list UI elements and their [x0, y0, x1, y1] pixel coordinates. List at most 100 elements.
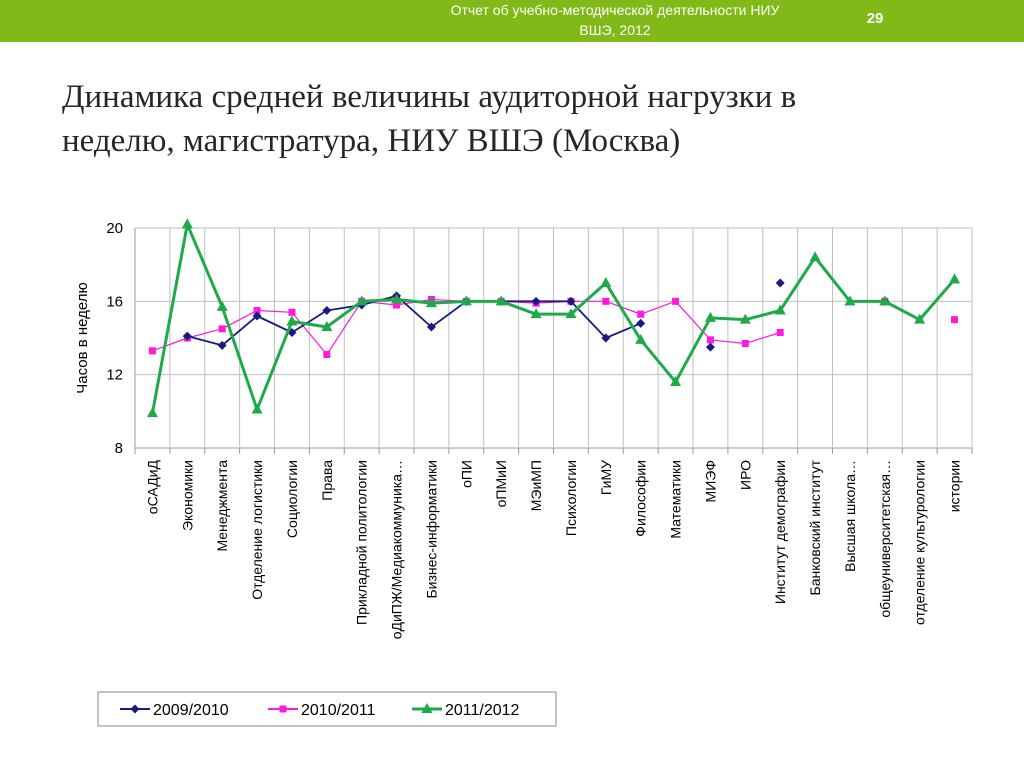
data-point: [914, 313, 926, 324]
series-2011-2012: [146, 218, 961, 418]
data-point: [672, 297, 680, 305]
x-tick-label: ИРО: [737, 460, 753, 490]
data-point: [531, 296, 541, 306]
slide-title: Динамика средней величины аудиторной наг…: [62, 75, 962, 163]
data-point: [600, 277, 612, 287]
legend: 2009/2010 2010/2011 2011/2012: [97, 691, 557, 727]
header-background: [0, 0, 1024, 42]
x-tick-label: Психологии: [563, 460, 579, 536]
data-point: [391, 293, 403, 304]
data-point: [951, 316, 959, 324]
data-point: [182, 331, 192, 341]
legend-item: 2009/2010: [120, 702, 229, 719]
data-point: [146, 407, 158, 418]
y-tick-label: 20: [106, 220, 123, 237]
data-point: [565, 308, 577, 319]
data-point: [530, 308, 542, 319]
x-tick-label: Прикладной политологии: [354, 460, 370, 625]
data-point: [601, 333, 611, 343]
legend-label: 2011/2012: [445, 702, 520, 719]
y-tick-label: 16: [106, 293, 123, 310]
legend-item: 2010/2011: [268, 702, 376, 719]
data-point: [421, 703, 433, 713]
data-point: [321, 321, 333, 331]
data-point: [217, 340, 227, 350]
x-tick-label: Отделение логистики: [249, 460, 265, 600]
x-tick-label: Бизнес-информатики: [423, 460, 439, 599]
data-point: [148, 347, 156, 355]
legend-label: 2010/2011: [301, 702, 376, 719]
x-tick-label: оПМиИ: [493, 460, 509, 507]
x-tick-label: оДиПЖ/Медиакоммуника…: [389, 460, 405, 639]
header-bar: Отчет об учебно-методической деятельност…: [0, 0, 1024, 42]
x-tick-label: Институт демографии: [772, 460, 788, 604]
data-point: [253, 307, 261, 314]
x-tick-label: истории: [947, 460, 963, 512]
x-tick-label: ГиМУ: [598, 460, 614, 495]
data-point: [566, 296, 576, 306]
x-tick-label: общеуниверситетская…: [877, 460, 893, 618]
data-point: [323, 351, 331, 358]
data-point: [704, 311, 716, 322]
y-tick-label: 12: [106, 367, 123, 384]
data-point: [279, 705, 287, 713]
x-tick-label: Социологии: [284, 460, 300, 538]
data-point: [218, 325, 226, 333]
series-line: [152, 298, 781, 356]
data-point: [636, 318, 646, 328]
header-title: Отчет об учебно-методической деятельност…: [380, 0, 850, 40]
data-point: [741, 340, 749, 347]
legend-box: [97, 691, 557, 727]
data-point: [216, 300, 228, 311]
slide-title-line2: неделю, магистратура, НИУ ВШЭ (Москва): [62, 123, 681, 159]
data-point: [637, 310, 645, 318]
header-title-line2: ВШЭ, 2012: [579, 22, 651, 38]
legend-label: 2009/2010: [153, 702, 229, 719]
x-tick-label: Менеджмента: [214, 460, 230, 552]
x-tick-label: оСАДиД: [144, 459, 160, 514]
data-point: [879, 295, 891, 306]
series-line: [150, 222, 956, 414]
data-point: [252, 311, 262, 321]
data-point: [393, 301, 401, 309]
data-point: [286, 315, 298, 326]
data-point: [495, 295, 507, 306]
data-point: [181, 218, 193, 229]
slide-title-line1: Динамика средней величины аудиторной наг…: [62, 79, 797, 115]
series-line: [187, 294, 642, 347]
x-tick-label: МИЭФ: [702, 460, 718, 502]
data-point: [602, 297, 610, 305]
data-point: [635, 333, 647, 344]
x-tick-label: Философии: [633, 460, 649, 537]
data-point: [356, 295, 368, 306]
data-point: [670, 376, 682, 386]
legend-item: 2011/2012: [412, 702, 520, 719]
data-point: [776, 329, 784, 336]
y-tick-label: 8: [115, 440, 123, 457]
data-point: [775, 278, 785, 288]
data-point: [251, 403, 263, 414]
data-point: [130, 704, 140, 714]
x-tick-label: Банковский институт: [807, 459, 823, 595]
data-point: [706, 336, 714, 344]
x-tick-label: оПИ: [458, 460, 474, 488]
x-tick-label: Экономики: [179, 460, 195, 531]
data-point: [809, 251, 821, 262]
data-point: [426, 322, 436, 332]
x-tick-label: отделение культурологии: [912, 460, 928, 625]
data-point: [288, 308, 296, 316]
data-point: [705, 342, 715, 352]
x-tick-label: МЭиМП: [528, 460, 544, 511]
page-number: 29: [866, 10, 884, 27]
data-point: [460, 295, 472, 306]
y-axis-label: Часов в неделю: [74, 282, 91, 394]
x-tick-label: Права: [319, 460, 335, 501]
data-point: [844, 295, 856, 306]
data-point: [949, 273, 961, 284]
data-point: [739, 313, 751, 324]
data-point: [425, 297, 437, 308]
data-point: [774, 304, 786, 315]
data-point: [322, 306, 332, 315]
x-tick-label: Высшая школа…: [842, 460, 858, 572]
